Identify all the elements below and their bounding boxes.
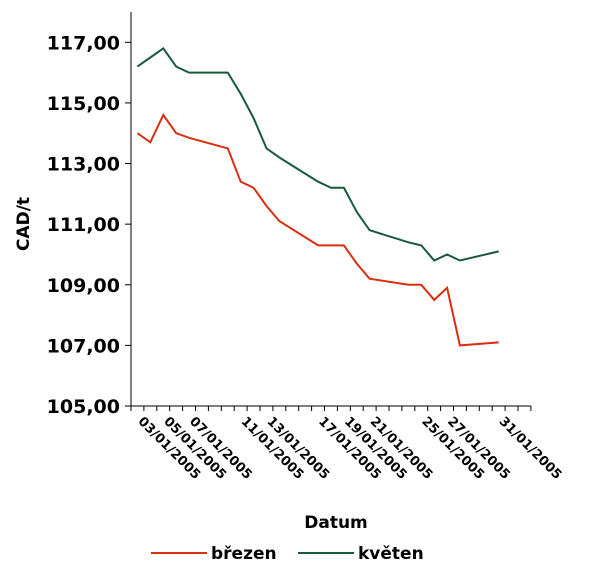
y-tick-label: 109,00 xyxy=(47,275,120,297)
legend-label-kveten: květen xyxy=(358,544,424,564)
y-tick-label: 117,00 xyxy=(47,32,120,54)
y-tick-label: 115,00 xyxy=(47,93,120,115)
series-line-kveten xyxy=(136,47,499,262)
y-tick-label: 107,00 xyxy=(47,335,120,357)
y-tick-label: 113,00 xyxy=(47,154,120,176)
x-axis-title: Datum xyxy=(304,513,368,533)
y-tick-label: 105,00 xyxy=(47,396,120,418)
series-lines xyxy=(136,47,499,347)
legend: březen květen xyxy=(151,544,424,564)
x-tick-labels: 03/01/200505/01/200507/01/200511/01/2005… xyxy=(135,414,565,482)
series-line-brezen xyxy=(136,113,499,347)
y-axis-title: CAD/t xyxy=(14,197,34,251)
y-tick-label: 111,00 xyxy=(47,214,120,236)
axes xyxy=(125,12,532,411)
y-tick-labels: 105,00 107,00 109,00 111,00 113,00 115,00 117,… xyxy=(47,32,120,418)
legend-label-brezen: březen xyxy=(211,544,277,564)
